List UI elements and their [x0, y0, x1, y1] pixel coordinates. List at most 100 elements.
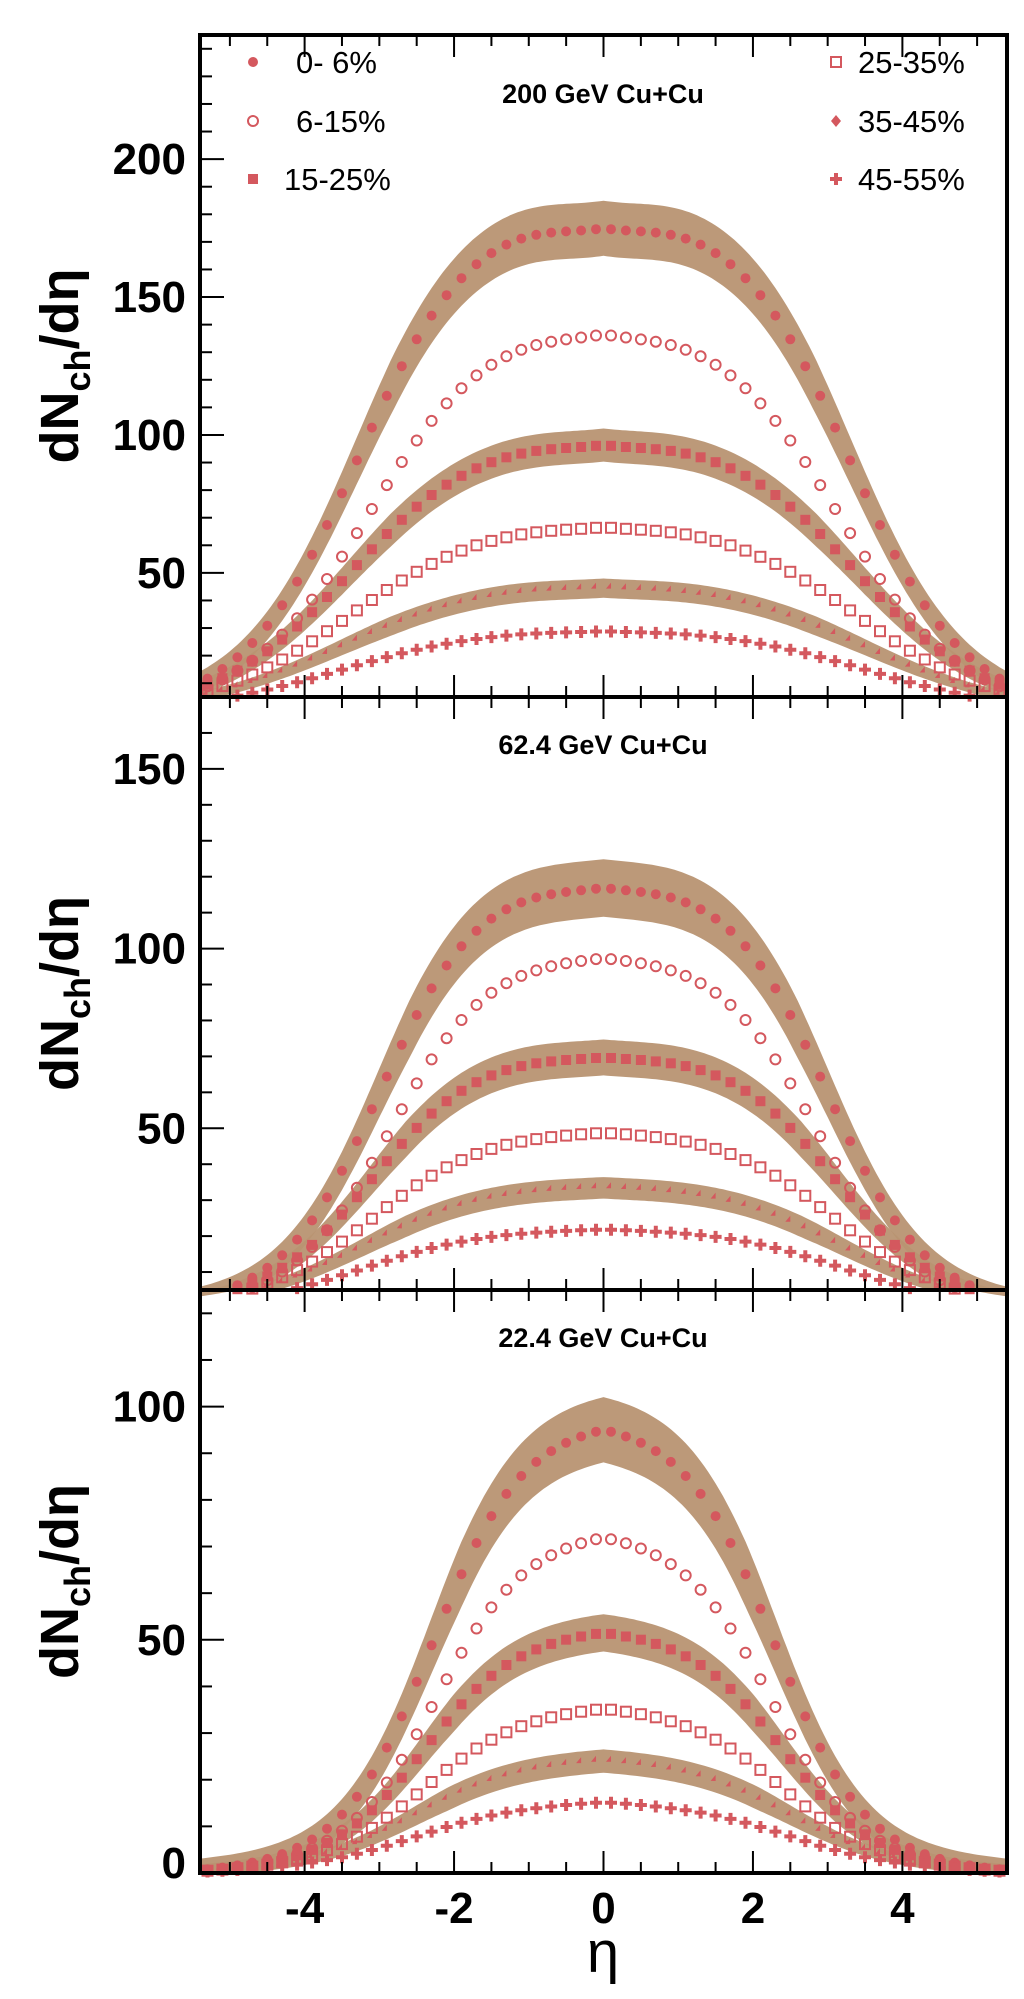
systematic-band: [200, 1177, 1007, 1297]
legend-label: 15-25%: [284, 162, 391, 197]
data-point: [875, 1823, 885, 1834]
data-point: [365, 1259, 378, 1272]
data-point: [501, 1189, 507, 1196]
data-point: [456, 1199, 462, 1206]
data-point: [516, 1766, 522, 1773]
data-point: [426, 1108, 437, 1119]
data-point: [515, 1720, 528, 1733]
data-point: [411, 334, 422, 345]
data-point: [560, 626, 573, 639]
y-tick-label: 50: [137, 1104, 186, 1153]
data-point: [247, 676, 253, 683]
data-point: [381, 529, 392, 539]
data-point: [979, 685, 985, 692]
data-point: [860, 1829, 870, 1840]
data-point: [754, 637, 767, 650]
data-point: [322, 1823, 332, 1834]
y-label-main: dN: [30, 1019, 90, 1091]
data-point: [710, 1192, 716, 1199]
data-point: [365, 655, 378, 668]
data-point: [815, 621, 821, 628]
data-point: [770, 1735, 781, 1746]
data-point: [619, 1705, 632, 1718]
data-point: [501, 904, 512, 915]
data-point: [425, 1825, 438, 1838]
data-point: [785, 501, 796, 512]
data-point: [365, 1844, 378, 1856]
data-point: [396, 1138, 407, 1149]
data-point: [665, 1186, 671, 1193]
data-point: [754, 397, 767, 410]
data-point: [755, 479, 766, 490]
data-point: [710, 1070, 721, 1081]
data-point: [591, 1182, 597, 1189]
data-point: [515, 1804, 528, 1817]
data-point: [889, 607, 900, 618]
data-point: [575, 1537, 588, 1550]
data-point: [859, 1235, 871, 1248]
data-point: [844, 1224, 857, 1237]
data-point: [292, 1271, 298, 1278]
data-point: [964, 665, 975, 676]
data-point: [471, 1683, 482, 1694]
data-point: [620, 1631, 631, 1642]
data-point: [322, 647, 328, 654]
data-point: [441, 1716, 452, 1727]
data-point: [440, 1238, 453, 1251]
data-point: [770, 1209, 776, 1216]
data-point: [591, 1755, 597, 1762]
data-point: [441, 479, 452, 490]
data-point: [500, 1806, 513, 1819]
data-point: [395, 1250, 408, 1263]
series-diamond: [202, 582, 1000, 695]
data-point: [799, 1835, 812, 1848]
data-point: [411, 1215, 417, 1222]
data-point: [307, 1265, 313, 1272]
data-point: [814, 1201, 827, 1214]
data-point: [815, 1071, 826, 1082]
data-point: [292, 1252, 303, 1263]
data-point: [634, 1224, 647, 1237]
data-point: [231, 1863, 244, 1876]
data-point: [455, 382, 468, 395]
data-point: [456, 1699, 467, 1710]
data-point: [425, 640, 438, 653]
data-point: [337, 1809, 347, 1820]
data-point: [591, 1628, 601, 1639]
data-point: [845, 455, 856, 466]
data-point: [755, 1096, 766, 1107]
data-point: [410, 1830, 423, 1843]
data-point: [859, 663, 871, 676]
panel-title: 62.4 GeV Cu+Cu: [498, 730, 707, 760]
data-point: [426, 310, 437, 321]
data-point: [770, 1801, 776, 1808]
data-point: [680, 233, 691, 244]
data-point: [485, 1230, 498, 1243]
data-point: [695, 239, 706, 250]
data-point: [649, 1131, 662, 1144]
data-point: [799, 1103, 812, 1116]
data-point: [575, 331, 588, 344]
data-point: [531, 1456, 542, 1467]
data-point: [470, 1233, 483, 1245]
data-point: [785, 1215, 791, 1222]
data-point: [381, 1156, 392, 1167]
data-point: [470, 1742, 483, 1755]
data-point: [665, 1763, 671, 1770]
y-label-subscript: ch: [57, 977, 98, 1019]
data-point: [784, 1728, 797, 1741]
data-point: [709, 1809, 722, 1822]
data-point: [591, 440, 601, 451]
data-point: [530, 1558, 543, 1571]
series-filled-circle: [202, 224, 1005, 684]
data-point: [366, 1805, 377, 1816]
data-point: [590, 1127, 602, 1140]
data-point: [889, 549, 900, 560]
data-point: [605, 1223, 617, 1236]
x-tick-label: 4: [890, 1884, 915, 1933]
data-point: [800, 1772, 811, 1783]
data-point: [845, 1192, 856, 1203]
data-point: [515, 1227, 528, 1240]
data-point: [844, 659, 857, 672]
data-point: [829, 594, 842, 606]
